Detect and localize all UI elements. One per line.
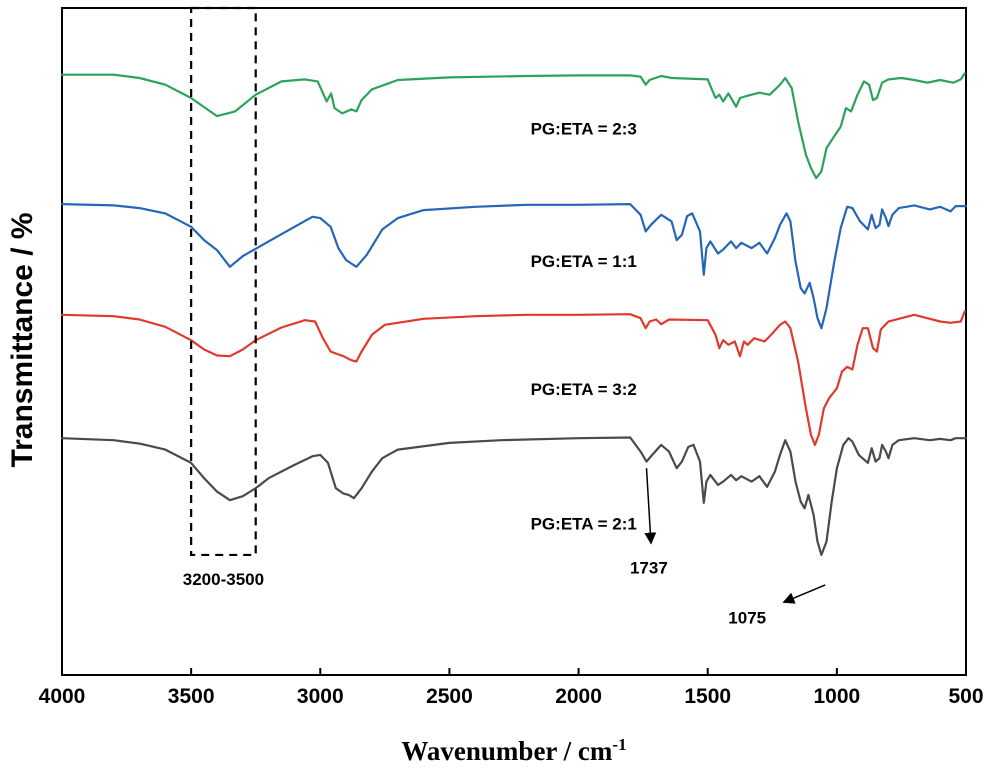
- arrow-label-1075: 1075: [728, 609, 766, 628]
- x-axis-label-text: Wavenumber / cm: [401, 736, 612, 766]
- x-tick-label: 3000: [297, 685, 344, 708]
- series-line-3: [60, 310, 966, 446]
- series-line-1: [60, 72, 966, 180]
- arrow-annotation-1075: [782, 584, 826, 604]
- arrow-annotation-1737: [644, 468, 657, 545]
- dashed-box-annotation: [190, 6, 257, 557]
- series-line-4: [60, 436, 968, 556]
- dashed-box-label: 3200-3500: [183, 570, 264, 589]
- series-label-1: PG:ETA = 2:3: [531, 120, 637, 139]
- series-layer: [60, 72, 968, 556]
- x-tick-label: 500: [948, 685, 983, 708]
- plot-area: PG:ETA = 2:3 PG:ETA = 1:1 PG:ETA = 3:2 PG:E…: [60, 6, 968, 676]
- x-tick-label: 1500: [684, 685, 731, 708]
- x-tick-label: 4000: [39, 685, 86, 708]
- x-tick-label: 1000: [813, 685, 860, 708]
- series-label-layer: PG:ETA = 2:3 PG:ETA = 1:1 PG:ETA = 3:2 PG:E…: [531, 120, 637, 534]
- annotation-layer: 3200-3500 1737 1075: [183, 6, 826, 628]
- y-axis-label: Transmittance / %: [6, 212, 39, 467]
- x-axis: 4000 3500 3000 2500 2000 1500 1000 500: [39, 668, 984, 708]
- x-axis-label-superscript: -1: [612, 735, 626, 754]
- series-label-3: PG:ETA = 3:2: [531, 380, 637, 399]
- plot-frame: [61, 7, 967, 676]
- x-tick-label: 3500: [168, 685, 215, 708]
- arrow-label-1737: 1737: [630, 559, 668, 578]
- series-label-2: PG:ETA = 1:1: [531, 252, 637, 271]
- series-label-4: PG:ETA = 2:1: [531, 515, 637, 534]
- x-tick-label: 2500: [426, 685, 473, 708]
- x-tick-label: 2000: [555, 685, 602, 708]
- series-line-2: [60, 203, 968, 330]
- x-axis-label: Wavenumber / cm-1: [401, 735, 626, 766]
